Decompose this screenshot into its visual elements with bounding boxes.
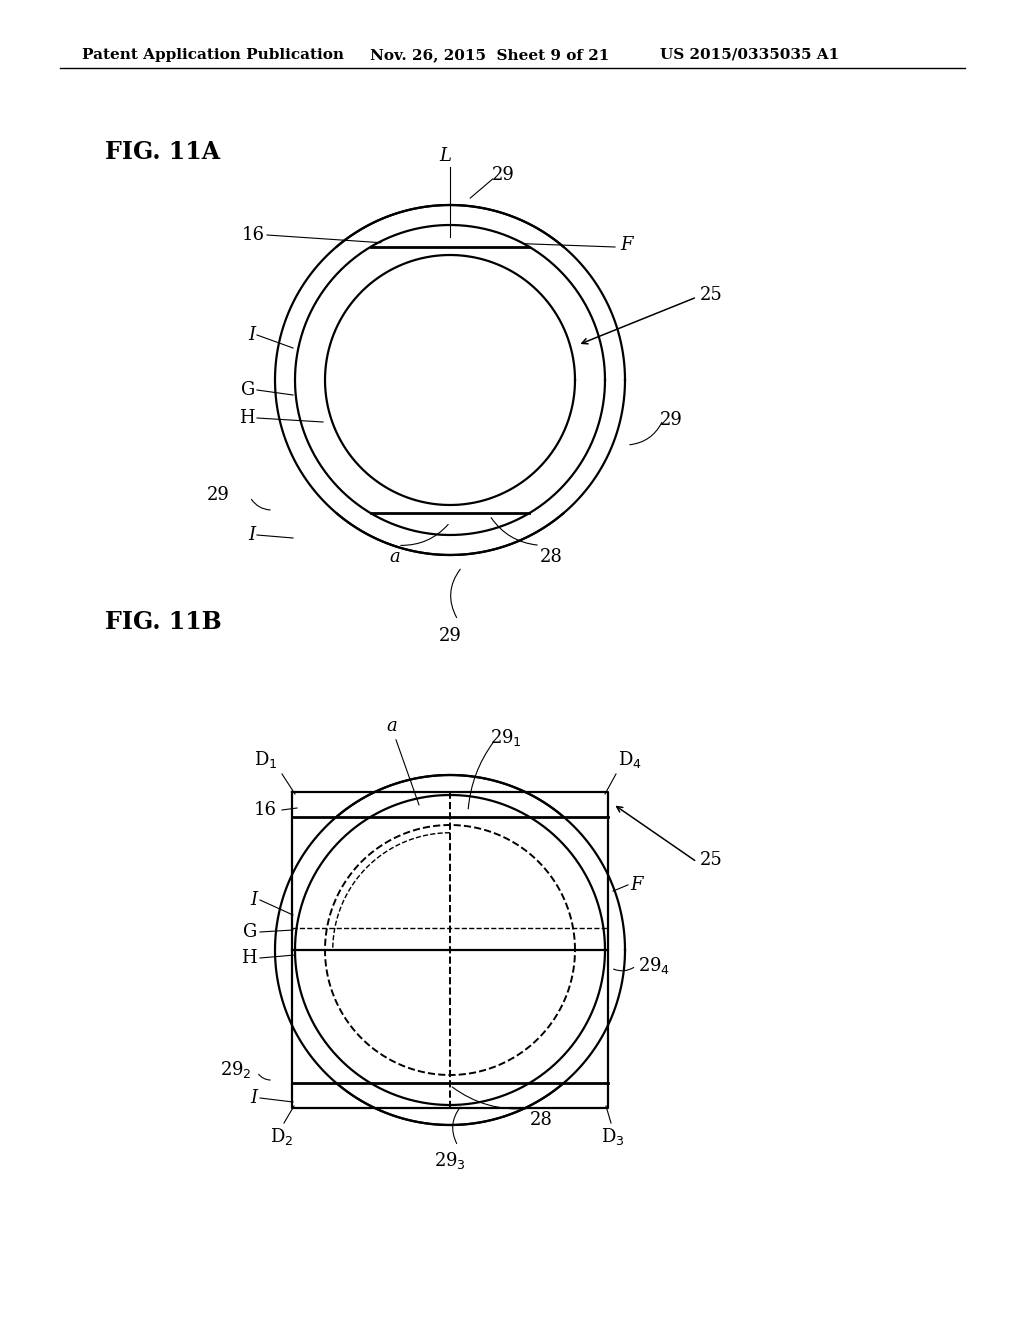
- Text: Patent Application Publication: Patent Application Publication: [82, 48, 344, 62]
- Text: I: I: [250, 891, 257, 909]
- Text: I: I: [248, 525, 255, 544]
- Text: D$_4$: D$_4$: [618, 748, 642, 770]
- Text: F: F: [620, 236, 633, 253]
- Text: 25: 25: [700, 286, 723, 304]
- Text: US 2015/0335035 A1: US 2015/0335035 A1: [660, 48, 840, 62]
- Text: H: H: [240, 409, 255, 426]
- Text: 29$_1$: 29$_1$: [490, 726, 521, 747]
- Text: D$_2$: D$_2$: [270, 1126, 294, 1147]
- Text: D$_3$: D$_3$: [601, 1126, 625, 1147]
- Text: D$_1$: D$_1$: [254, 748, 278, 770]
- Text: 16: 16: [254, 801, 278, 818]
- Text: 29$_4$: 29$_4$: [638, 954, 670, 975]
- Text: a: a: [387, 717, 397, 735]
- Text: 29: 29: [207, 486, 229, 504]
- Text: 29: 29: [438, 627, 462, 645]
- Text: 16: 16: [242, 226, 265, 244]
- Text: 29: 29: [660, 411, 683, 429]
- Text: L: L: [439, 147, 451, 165]
- Text: F: F: [630, 876, 642, 894]
- Text: 29$_3$: 29$_3$: [434, 1150, 466, 1171]
- Text: G: G: [241, 381, 255, 399]
- Text: 28: 28: [540, 548, 563, 566]
- Text: 29: 29: [492, 166, 515, 183]
- Text: I: I: [250, 1089, 257, 1107]
- Text: I: I: [248, 326, 255, 345]
- Text: 28: 28: [530, 1111, 553, 1130]
- Text: 25: 25: [700, 851, 723, 869]
- Text: G: G: [243, 923, 257, 941]
- Text: 29$_2$: 29$_2$: [220, 1060, 252, 1081]
- Text: FIG. 11A: FIG. 11A: [105, 140, 220, 164]
- Text: H: H: [242, 949, 257, 968]
- Text: a: a: [389, 548, 400, 566]
- Text: FIG. 11B: FIG. 11B: [105, 610, 221, 634]
- Text: Nov. 26, 2015  Sheet 9 of 21: Nov. 26, 2015 Sheet 9 of 21: [370, 48, 609, 62]
